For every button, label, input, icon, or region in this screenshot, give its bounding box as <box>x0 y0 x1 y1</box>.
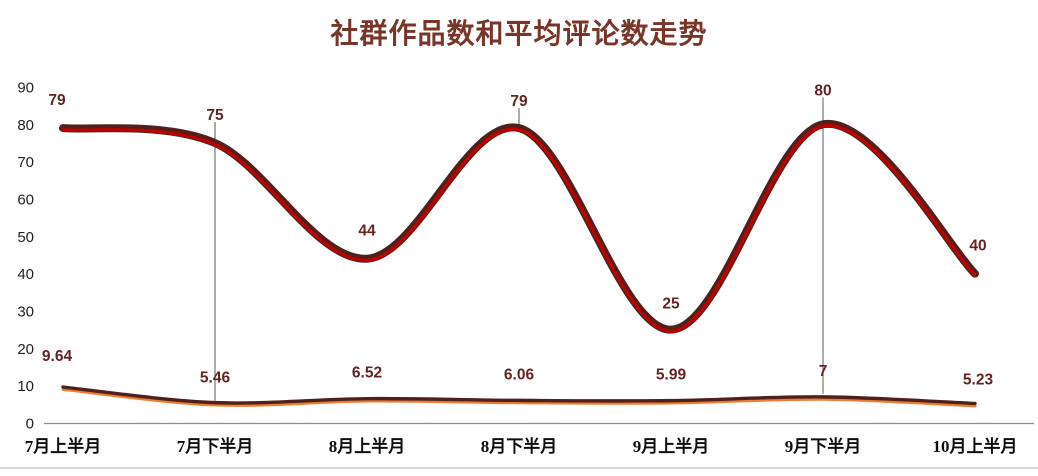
y-axis-tick-label: 30 <box>17 304 34 321</box>
x-axis-category-label: 8月上半月 <box>329 436 406 456</box>
y-axis-tick-label: 10 <box>17 378 34 395</box>
data-label: 79 <box>48 92 66 109</box>
data-labels: 79 75 44 79 25 80 40 9.64 5.46 6.52 6.06 5.99 7 5.23 <box>42 82 994 388</box>
data-label: 5.23 <box>963 371 994 388</box>
series-works-outline <box>59 120 979 334</box>
y-axis-tick-label: 50 <box>17 229 34 246</box>
series-works-core <box>61 124 977 333</box>
x-axis-category-label: 7月上半月 <box>25 436 102 456</box>
y-axis-tick-label: 60 <box>17 192 34 209</box>
data-label: 25 <box>662 296 680 313</box>
x-axis-category-label: 9月上半月 <box>633 436 710 456</box>
y-axis-tick-label: 90 <box>17 80 34 97</box>
y-axis-tick-label: 80 <box>17 117 34 134</box>
data-label: 6.06 <box>504 366 535 383</box>
data-label: 9.64 <box>42 348 73 365</box>
y-axis-tick-label: 20 <box>17 341 34 358</box>
data-label: 5.99 <box>656 367 687 384</box>
data-label: 6.52 <box>352 365 382 382</box>
label-leader-lines <box>214 97 824 401</box>
series-comments-shadow <box>61 387 977 408</box>
x-axis-category-label: 8月下半月 <box>481 436 558 456</box>
data-label: 40 <box>969 238 986 255</box>
y-axis-tick-label: 70 <box>17 154 34 171</box>
x-axis-category-label: 10月上半月 <box>933 436 1018 456</box>
x-axis-category-label: 7月下半月 <box>177 436 254 456</box>
data-label: 7 <box>819 363 828 380</box>
series-works-line <box>59 120 979 334</box>
data-label: 44 <box>358 223 376 240</box>
data-label: 75 <box>206 107 224 124</box>
x-axis-labels: 7月上半月 7月下半月 8月上半月 8月下半月 9月上半月 9月下半月 10月上半月 <box>25 436 1018 456</box>
y-axis-tick-label: 0 <box>26 416 34 433</box>
x-axis-category-label: 9月下半月 <box>785 436 862 456</box>
data-label: 79 <box>510 93 528 110</box>
chart-title: 社群作品数和平均评论数走势 <box>330 18 708 49</box>
y-axis: 0 10 20 30 40 50 60 70 80 90 <box>17 80 34 433</box>
series-comments-line <box>61 385 977 408</box>
data-label: 5.46 <box>200 370 231 387</box>
y-axis-tick-label: 40 <box>17 266 34 283</box>
data-label: 80 <box>814 82 831 99</box>
series-comments-core <box>61 385 977 406</box>
